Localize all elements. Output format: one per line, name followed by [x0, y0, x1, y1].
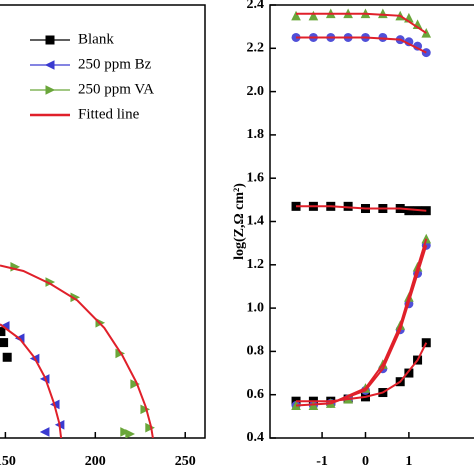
y-tick-label: 1.8	[247, 127, 265, 142]
legend-label: 250 ppm Bz	[78, 56, 152, 72]
y-tick-label: 1.4	[247, 214, 265, 229]
marker	[0, 327, 6, 337]
marker	[2, 352, 12, 362]
y-axis-label: log(Z,Ω cm²)	[232, 183, 247, 260]
marker	[291, 10, 301, 21]
y-tick-label: 1.0	[247, 300, 265, 315]
plot-area	[291, 8, 432, 411]
marker	[39, 427, 50, 437]
fitted-line	[295, 12, 428, 407]
marker	[404, 368, 414, 378]
marker	[45, 85, 56, 95]
axis-frame	[0, 4, 206, 439]
legend-label: Blank	[78, 31, 114, 47]
y-tick-label: 2.4	[247, 0, 265, 12]
y-tick-label: 0.8	[247, 344, 265, 359]
y-tick-label: 1.2	[247, 257, 265, 272]
legend-label: 250 ppm VA	[78, 81, 154, 97]
bode-panel: -1 0 1 0.4 0.6 0.8 1.0 1.2 1.4 1.6 1.8 2.0 2.2 2.4 log…	[232, 0, 474, 469]
x-tick-label: 0	[362, 454, 369, 469]
plot-area	[0, 262, 155, 438]
marker	[120, 427, 130, 437]
y-tick-label: 2.2	[247, 41, 265, 56]
marker	[44, 60, 55, 70]
x-tick-label: 200	[85, 454, 106, 469]
legend-entry: 250 ppm Bz	[30, 56, 152, 72]
marker	[0, 338, 9, 348]
y-tick-label: 0.4	[247, 430, 265, 445]
marker	[125, 429, 135, 438]
legend-entry: 250 ppm VA	[30, 81, 154, 97]
x-tick-label: 250	[175, 454, 196, 469]
x-tick-label: 150	[0, 454, 16, 469]
marker	[130, 379, 140, 389]
marker	[45, 35, 55, 45]
y-tick-label: 1.6	[247, 170, 265, 185]
legend-label: Fitted line	[78, 106, 140, 122]
y-tick-label: 0.6	[247, 387, 265, 402]
y-tick-label: 2.0	[247, 84, 265, 99]
legend-entry: Blank	[30, 31, 114, 47]
x-tick-label: -1	[316, 454, 328, 469]
marker	[308, 10, 319, 21]
nyquist-panel: 150 200 250 Blank 250 ppm Bz 250 ppm VA Fitted…	[0, 4, 206, 469]
x-tick-label: 1	[405, 454, 412, 469]
axis-frame	[269, 4, 474, 439]
fitted-line	[0, 264, 154, 438]
legend-entry: Fitted line	[30, 106, 140, 122]
marker	[404, 206, 414, 216]
